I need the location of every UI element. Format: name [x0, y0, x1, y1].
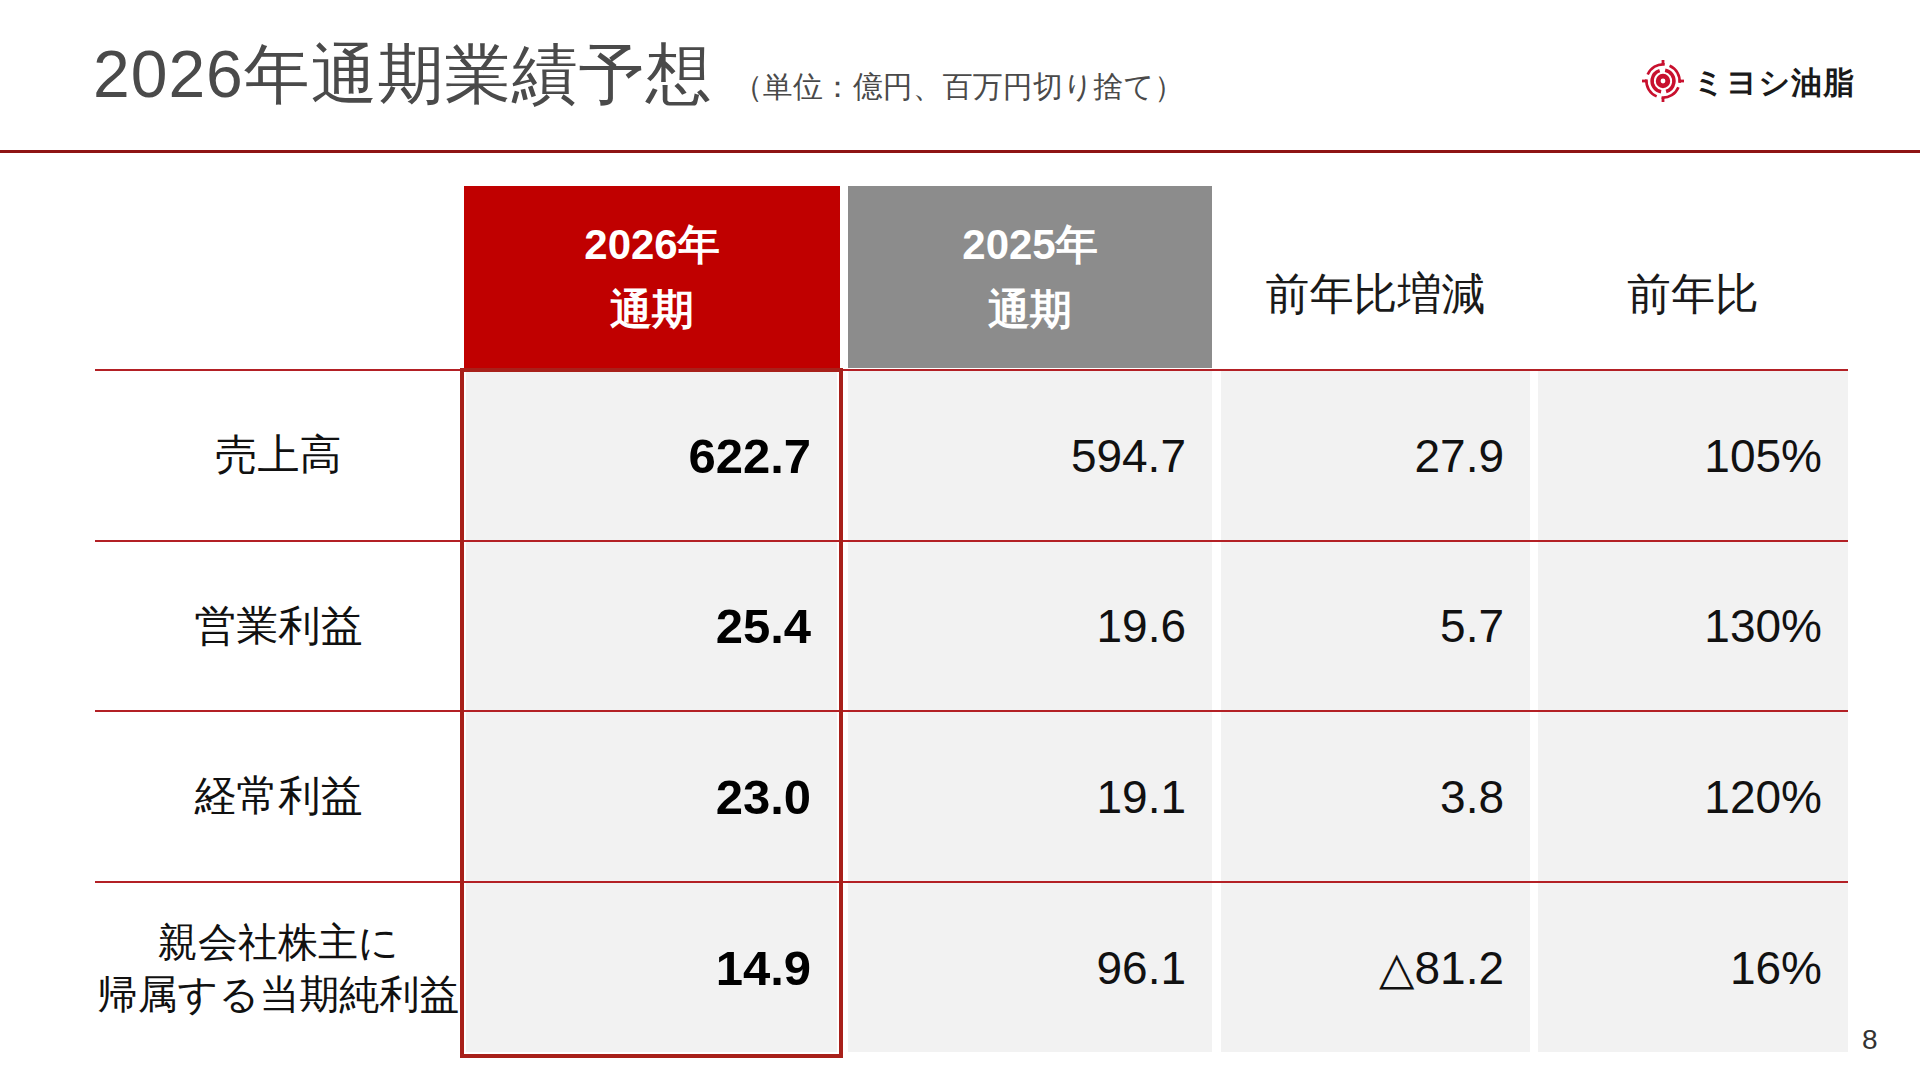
logo-text: ミヨシ油脂 — [1693, 62, 1855, 104]
page-number: 8 — [1862, 1024, 1878, 1056]
cell-sales-2025: 594.7 — [848, 371, 1212, 540]
title-row: 2026年通期業績予想 （単位：億円、百万円切り捨て） — [93, 38, 1184, 111]
company-logo: ミヨシ油脂 — [1642, 60, 1855, 106]
cell-net-income-2026: 14.9 — [466, 883, 837, 1052]
page-title: 2026年通期業績予想 — [93, 38, 713, 111]
cell-net-income-2025: 96.1 — [848, 883, 1212, 1052]
cell-ordinary-2026: 23.0 — [466, 712, 837, 881]
logo-mark-icon — [1642, 60, 1684, 106]
cell-net-income-yoy-ratio: 16% — [1538, 883, 1848, 1052]
slide: 2026年通期業績予想 （単位：億円、百万円切り捨て） ミヨシ油脂 — [0, 0, 1920, 1080]
title-unit-note: （単位：億円、百万円切り捨て） — [733, 67, 1184, 108]
row-label-ordinary-income: 経常利益 — [95, 712, 462, 881]
cell-operating-yoy-change: 5.7 — [1221, 542, 1530, 710]
cell-net-income-yoy-change: △81.2 — [1221, 883, 1530, 1052]
row-label-operating-income: 営業利益 — [95, 542, 462, 710]
cell-operating-2025: 19.6 — [848, 542, 1212, 710]
row-label-net-income: 親会社株主に 帰属する当期純利益 — [95, 883, 462, 1052]
cell-operating-2026: 25.4 — [466, 542, 837, 710]
col-header-2026: 2026年 通期 — [464, 186, 840, 368]
cell-ordinary-2025: 19.1 — [848, 712, 1212, 881]
col-header-yoy-change: 前年比増減 — [1221, 186, 1530, 368]
cell-sales-yoy-change: 27.9 — [1221, 371, 1530, 540]
row-label-sales: 売上高 — [95, 371, 462, 540]
cell-ordinary-yoy-ratio: 120% — [1538, 712, 1848, 881]
col-header-yoy-ratio: 前年比 — [1538, 186, 1848, 368]
cell-sales-2026: 622.7 — [466, 371, 837, 540]
col-header-2025: 2025年 通期 — [848, 186, 1212, 368]
cell-operating-yoy-ratio: 130% — [1538, 542, 1848, 710]
cell-sales-yoy-ratio: 105% — [1538, 371, 1848, 540]
title-divider — [0, 150, 1920, 153]
cell-ordinary-yoy-change: 3.8 — [1221, 712, 1530, 881]
